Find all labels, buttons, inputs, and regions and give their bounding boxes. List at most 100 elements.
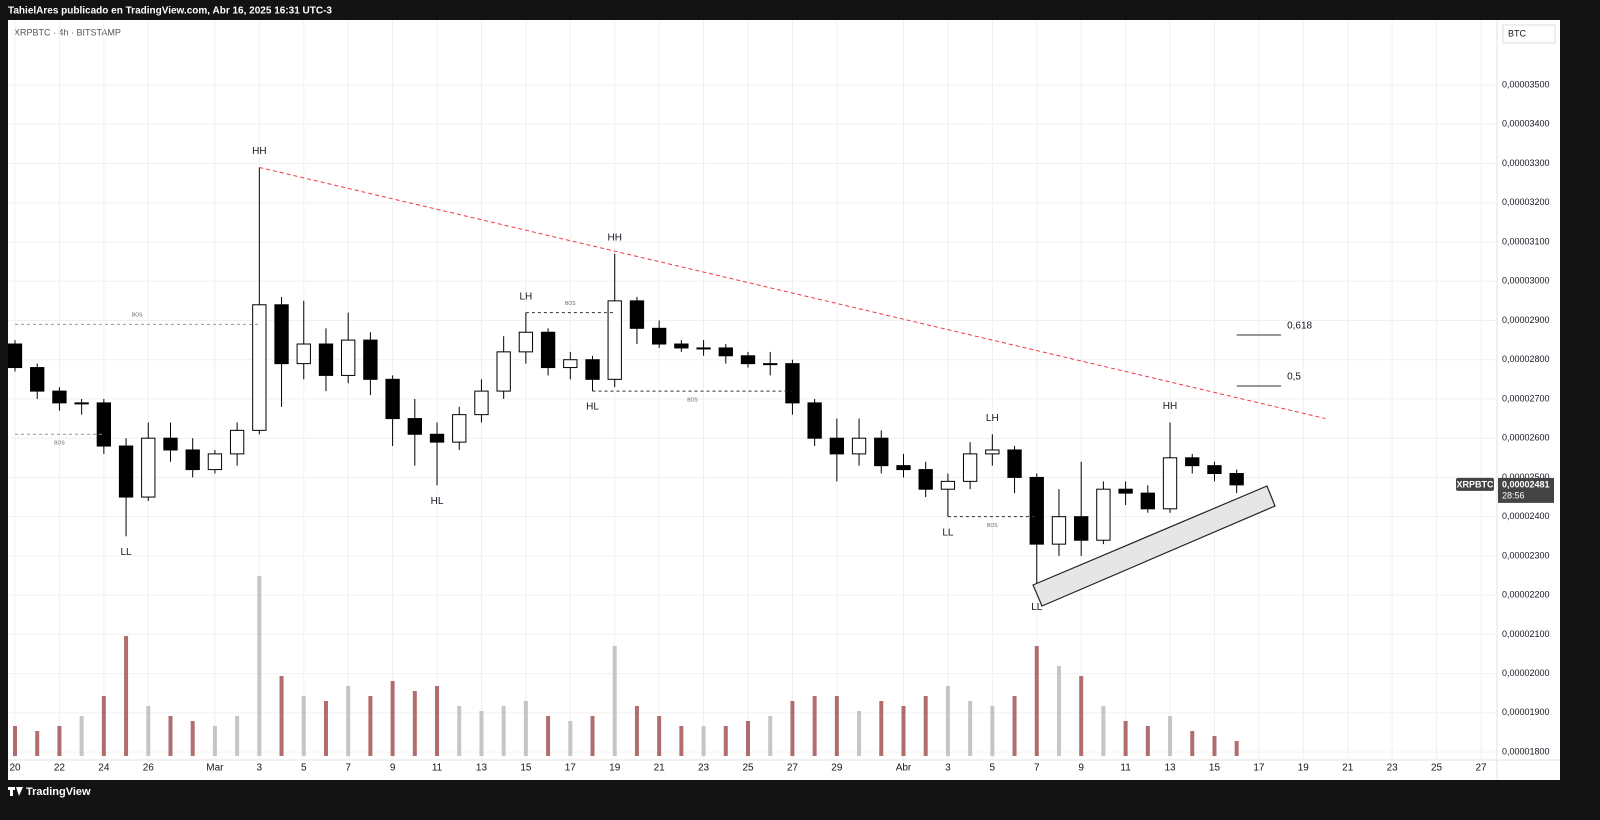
symbol-tag-text: XRPBTC [1456,479,1494,489]
volume-bar [879,701,884,756]
candle-body [1118,488,1133,494]
x-tick-label: 13 [1164,763,1176,774]
x-tick-label: 3 [257,763,263,774]
x-tick-label: 9 [1078,763,1084,774]
fib-label: 0,5 [1287,372,1301,383]
x-tick-label: 19 [1298,763,1310,774]
y-tick-label: 0,00003400 [1502,119,1550,129]
y-tick-label: 0,00001900 [1502,707,1550,717]
candle-body [1096,488,1111,541]
x-tick-label: 17 [1253,763,1265,774]
footer: TradingView [8,786,91,798]
volume-bar [212,726,217,756]
y-tick-label: 0,00002600 [1502,433,1550,443]
volume-bar [235,716,240,756]
volume-bar [634,706,639,756]
candle-body [74,402,89,405]
volume-bar [1034,646,1039,756]
candle-body [163,437,178,451]
swing-label: HL [586,402,599,413]
candle-body [540,331,556,369]
bos-label: BOS [987,523,998,529]
y-tick-label: 0,00002300 [1502,550,1550,560]
y-tick-label: 0,00001800 [1502,746,1550,756]
volume-bar [612,646,617,756]
volume-bar [412,691,417,756]
y-tick-label: 0,00002100 [1502,629,1550,639]
candle-body [651,327,667,345]
volume-bar [279,676,284,756]
candle-body [896,465,911,471]
chart-panel [8,20,1560,780]
y-tick-label: 0,00003200 [1502,197,1550,207]
candle-body [7,343,23,369]
y-tick-label: 0,00002900 [1502,315,1550,325]
x-tick-label: 20 [9,763,21,774]
candle-body [1229,473,1244,486]
x-tick-label: 21 [1342,763,1354,774]
swing-label: HL [431,496,444,507]
candle-body [607,300,622,380]
volume-bar [168,716,173,756]
candle-body [274,304,289,365]
candle-body [763,363,778,366]
volume-bar [1212,736,1217,756]
x-tick-label: 21 [654,763,666,774]
y-tick-label: 0,00003300 [1502,158,1550,168]
volume-bar [1123,721,1128,756]
x-tick-label: 7 [1034,763,1040,774]
candle-body [252,304,267,431]
candle-body [363,339,378,380]
volume-bar [568,721,573,756]
candle-body [452,414,467,443]
volume-bar [146,706,151,756]
volume-bar [1101,706,1106,756]
x-tick-label: 17 [565,763,577,774]
y-tick-label: 0,00002800 [1502,354,1550,364]
volume-bar [812,696,817,756]
volume-bar [768,716,773,756]
brand: TradingView [26,786,91,798]
y-tick-label: 0,00003000 [1502,276,1550,286]
volume-bar [257,576,262,756]
candle-body [474,390,489,416]
x-tick-label: Abr [896,763,912,774]
volume-bar [346,686,351,756]
x-tick-label: Mar [206,763,224,774]
volume-bar [746,721,750,756]
y-tick-label: 0,00002200 [1502,590,1550,600]
volume-bar [701,726,706,756]
volume-bar [1190,731,1195,756]
candle-body [940,480,956,490]
volume-bar [435,686,440,756]
candle-body [785,363,800,404]
candle-body [118,445,134,498]
candle-body [674,343,689,349]
volume-bar [723,726,728,756]
bos-label: BOS [565,301,576,307]
candle-body [207,453,223,471]
y-tick-label: 0,00002400 [1502,511,1550,521]
y-tick-label: 0,00003100 [1502,236,1550,246]
candle-body [318,343,334,376]
x-tick-label: 13 [476,763,488,774]
x-tick-label: 3 [945,763,951,774]
swing-label: LL [1031,602,1043,613]
candle-body [1074,516,1089,541]
volume-bar [657,716,662,756]
candle-body [1029,476,1044,545]
candle-body [429,433,445,443]
candle-body [229,429,245,455]
swing-label: LH [519,291,532,302]
candle-body [30,367,45,392]
countdown: 28:56 [1502,490,1525,500]
candle-body [1207,465,1222,475]
candle-body [496,351,511,392]
price-tag-text: 0,00002481 [1502,479,1550,489]
volume-bar [190,721,195,756]
candle-body [1140,492,1155,510]
candle-body [1185,457,1200,467]
x-tick-label: 25 [1431,763,1443,774]
x-tick-label: 11 [1120,763,1131,774]
trendline [259,166,1326,420]
